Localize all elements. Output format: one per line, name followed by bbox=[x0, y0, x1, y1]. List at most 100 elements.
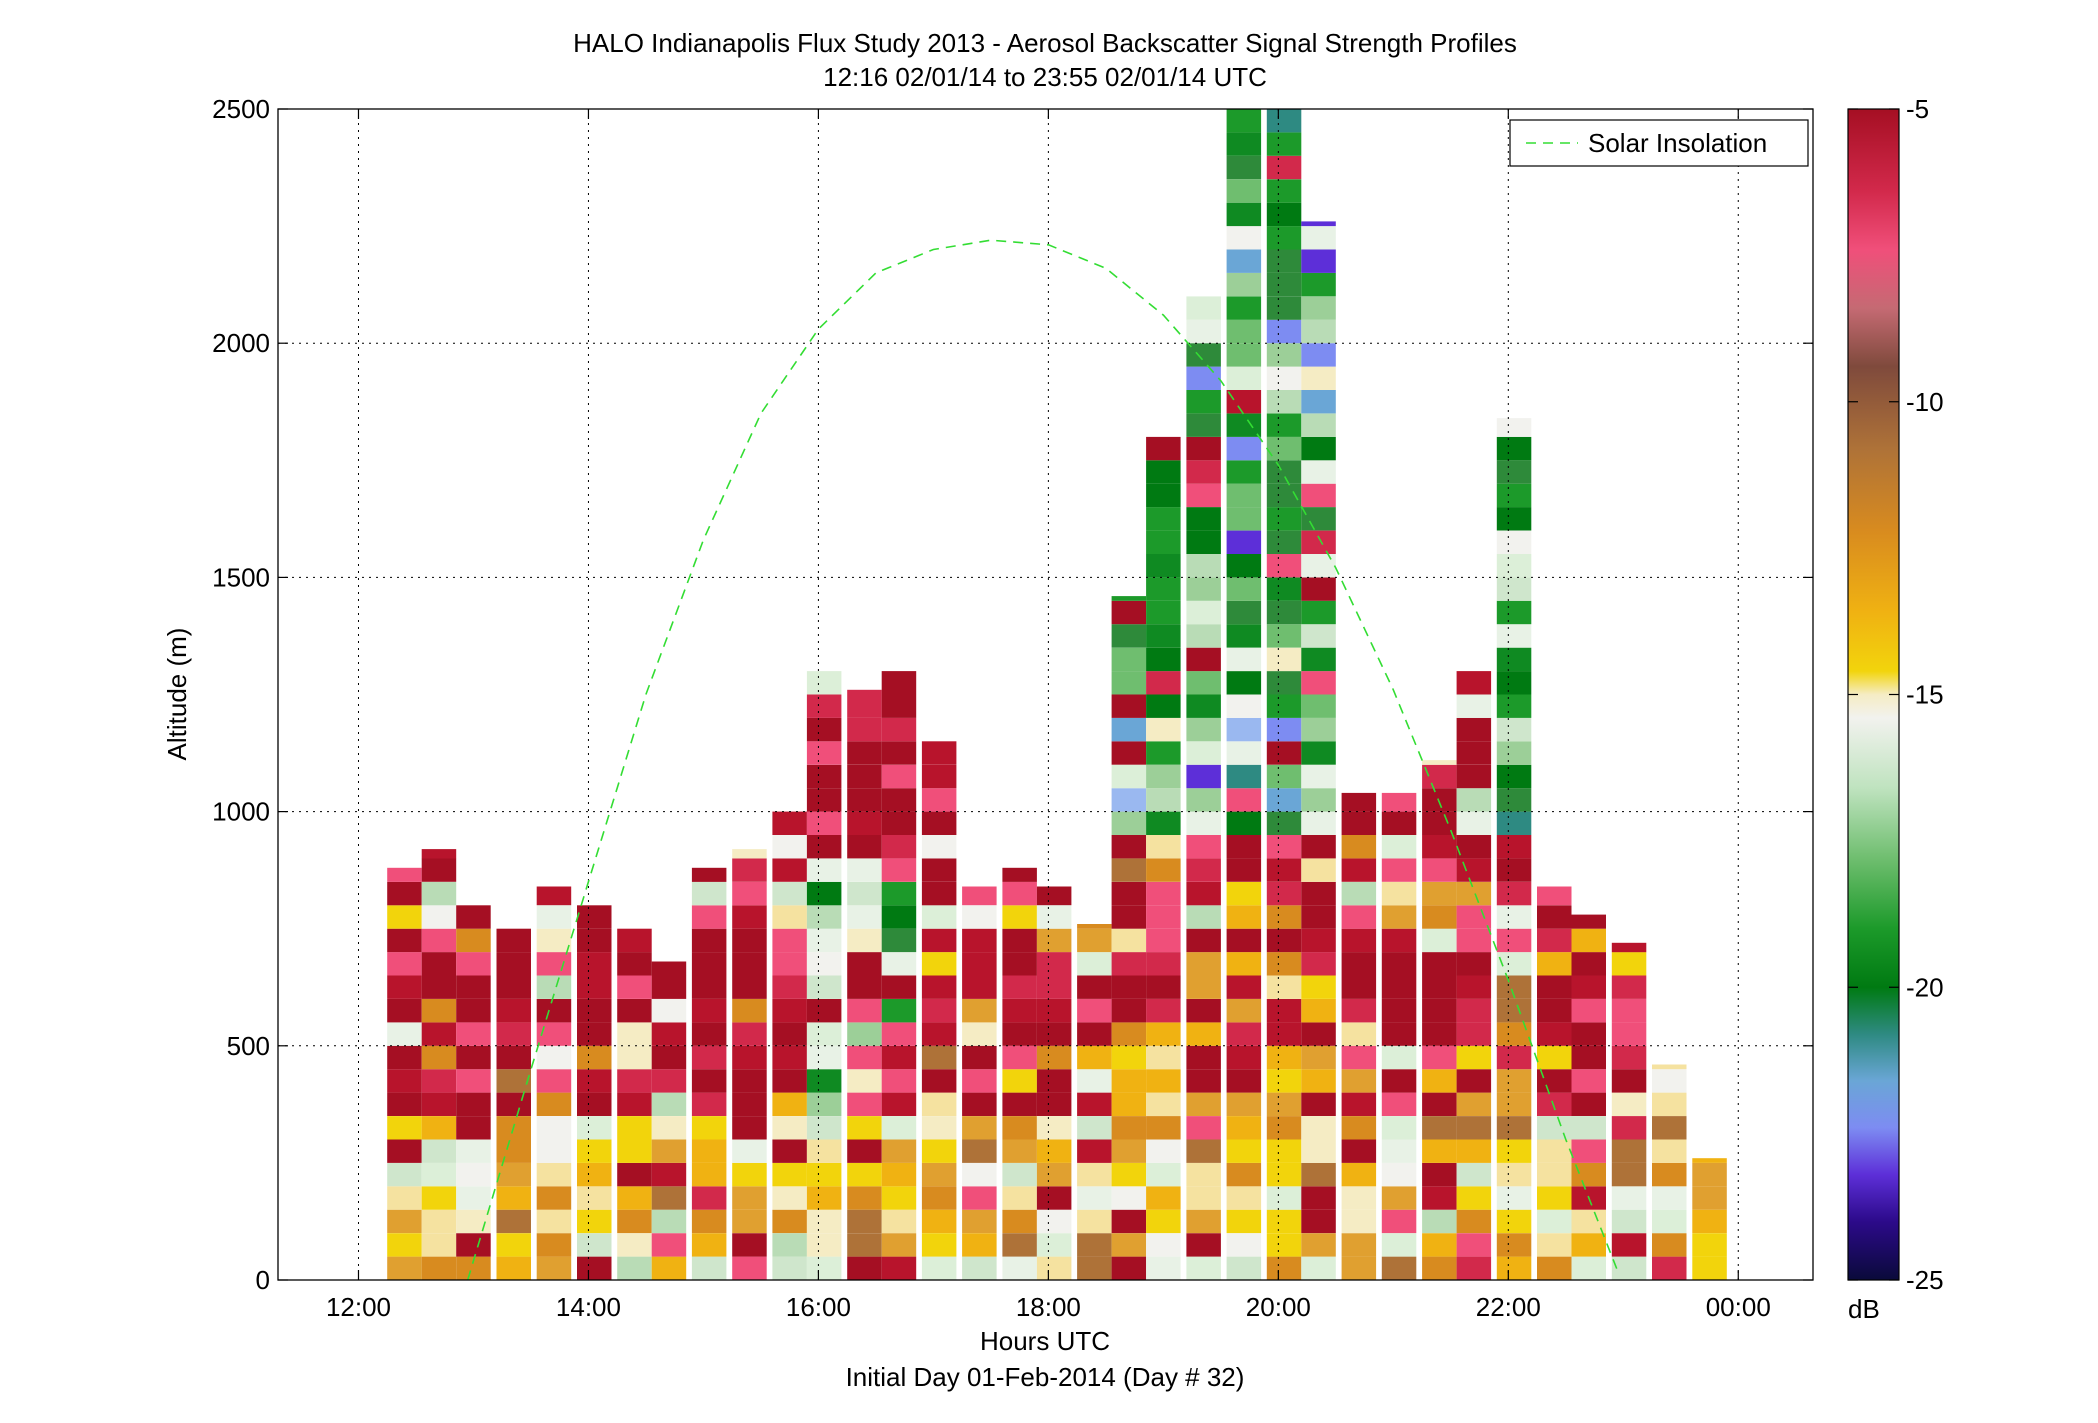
heatmap-cell bbox=[1381, 792, 1417, 812]
heatmap-cell bbox=[1186, 390, 1221, 414]
heatmap-cell bbox=[1652, 1116, 1687, 1140]
heatmap-cell bbox=[1381, 928, 1417, 953]
heatmap-cell bbox=[1002, 867, 1037, 882]
heatmap-cell bbox=[1496, 694, 1532, 718]
heatmap-cell bbox=[772, 999, 807, 1023]
heatmap-cell bbox=[651, 1162, 687, 1187]
heatmap-cell bbox=[1381, 835, 1417, 859]
heatmap-cell bbox=[881, 788, 917, 812]
heatmap-cell bbox=[1266, 483, 1302, 508]
heatmap-cell bbox=[1266, 1186, 1302, 1210]
heatmap-cell bbox=[1301, 296, 1336, 320]
heatmap-cell bbox=[1226, 554, 1262, 578]
heatmap-cell bbox=[732, 1116, 767, 1140]
heatmap-cell bbox=[806, 928, 842, 953]
heatmap-cell bbox=[881, 905, 917, 929]
heatmap-cell bbox=[1111, 764, 1147, 789]
heatmap-cell bbox=[1111, 999, 1147, 1023]
heatmap-cell bbox=[1266, 1233, 1302, 1257]
heatmap-cell bbox=[1422, 1045, 1457, 1070]
heatmap-cell bbox=[1146, 694, 1181, 718]
heatmap-cell bbox=[1422, 1233, 1457, 1257]
heatmap-cell bbox=[1422, 905, 1457, 929]
heatmap-cell bbox=[617, 1209, 652, 1234]
heatmap-cell bbox=[962, 975, 997, 999]
heatmap-cell bbox=[921, 1116, 957, 1140]
heatmap-cell bbox=[577, 905, 612, 929]
heatmap-cell bbox=[536, 1139, 572, 1163]
heatmap-cell bbox=[1226, 1139, 1262, 1163]
heatmap-cell bbox=[1381, 975, 1417, 999]
heatmap-cell bbox=[1301, 905, 1336, 929]
heatmap-cell bbox=[881, 741, 917, 765]
heatmap-cell bbox=[387, 975, 422, 999]
heatmap-cell bbox=[1226, 577, 1262, 601]
heatmap-cell bbox=[1496, 1139, 1532, 1163]
heatmap-cell bbox=[1266, 577, 1302, 601]
heatmap-cell bbox=[1611, 999, 1647, 1023]
heatmap-cell bbox=[881, 811, 917, 835]
heatmap-cell bbox=[617, 1233, 652, 1257]
heatmap-cell bbox=[881, 1092, 917, 1116]
heatmap-cell bbox=[1111, 717, 1147, 742]
legend: Solar Insolation bbox=[1509, 119, 1809, 167]
heatmap-cell bbox=[536, 1116, 572, 1140]
heatmap-cell bbox=[962, 1186, 997, 1210]
heatmap-cell bbox=[1301, 928, 1336, 953]
heatmap-cell bbox=[1146, 1045, 1181, 1070]
heatmap-cell bbox=[1301, 554, 1336, 578]
heatmap-cell bbox=[1226, 132, 1262, 156]
heatmap-cell bbox=[1341, 975, 1377, 999]
heatmap-cell bbox=[1496, 554, 1532, 578]
heatmap-cell bbox=[536, 975, 572, 999]
heatmap-cell bbox=[921, 999, 957, 1023]
heatmap-cell bbox=[1036, 928, 1072, 953]
colorbar-tick-label: -5 bbox=[1906, 94, 1929, 124]
heatmap-cell bbox=[1146, 436, 1181, 461]
heatmap-cell bbox=[1186, 788, 1221, 812]
heatmap-cell bbox=[1186, 507, 1221, 531]
heatmap-cell bbox=[806, 1162, 842, 1187]
heatmap-cell bbox=[1226, 999, 1262, 1023]
heatmap-cell bbox=[772, 975, 807, 999]
heatmap-cell bbox=[1456, 694, 1492, 718]
heatmap-cell bbox=[732, 928, 767, 953]
heatmap-cell bbox=[881, 928, 917, 953]
heatmap-cell bbox=[1341, 881, 1377, 906]
heatmap-cell bbox=[1301, 811, 1336, 835]
heatmap-cell bbox=[1496, 881, 1532, 906]
heatmap-cell bbox=[387, 928, 422, 953]
heatmap-cell bbox=[387, 1139, 422, 1163]
heatmap-cell bbox=[536, 999, 572, 1023]
heatmap-cell bbox=[1496, 1069, 1532, 1093]
heatmap-cell bbox=[1266, 202, 1302, 227]
heatmap-cell bbox=[387, 881, 422, 906]
heatmap-cell bbox=[496, 1069, 531, 1093]
heatmap-cell bbox=[1611, 1209, 1647, 1234]
heatmap-cell bbox=[651, 999, 687, 1023]
heatmap-cell bbox=[1226, 600, 1262, 625]
heatmap-cell bbox=[1537, 886, 1572, 906]
heatmap-cell bbox=[806, 764, 842, 789]
heatmap-cell bbox=[1422, 1116, 1457, 1140]
heatmap-cell bbox=[806, 999, 842, 1023]
heatmap-cell bbox=[456, 1162, 491, 1187]
heatmap-cell bbox=[1077, 924, 1112, 929]
heatmap-cell bbox=[1266, 671, 1302, 695]
heatmap-cell bbox=[1226, 741, 1262, 765]
heatmap-cell bbox=[1456, 952, 1492, 976]
heatmap-cell bbox=[772, 1162, 807, 1187]
heatmap-cell bbox=[921, 952, 957, 976]
heatmap-cell bbox=[1226, 366, 1262, 390]
colorbar-tick-label: -15 bbox=[1906, 680, 1944, 710]
heatmap-cell bbox=[1341, 792, 1377, 812]
heatmap-cell bbox=[806, 835, 842, 859]
heatmap-cell bbox=[921, 1162, 957, 1187]
heatmap-cell bbox=[847, 788, 882, 812]
heatmap-cell bbox=[1422, 1139, 1457, 1163]
heatmap-cell bbox=[1226, 764, 1262, 789]
heatmap-cell bbox=[1266, 1069, 1302, 1093]
heatmap-cell bbox=[772, 1092, 807, 1116]
heatmap-cell bbox=[962, 905, 997, 929]
heatmap-cell bbox=[456, 1022, 491, 1046]
